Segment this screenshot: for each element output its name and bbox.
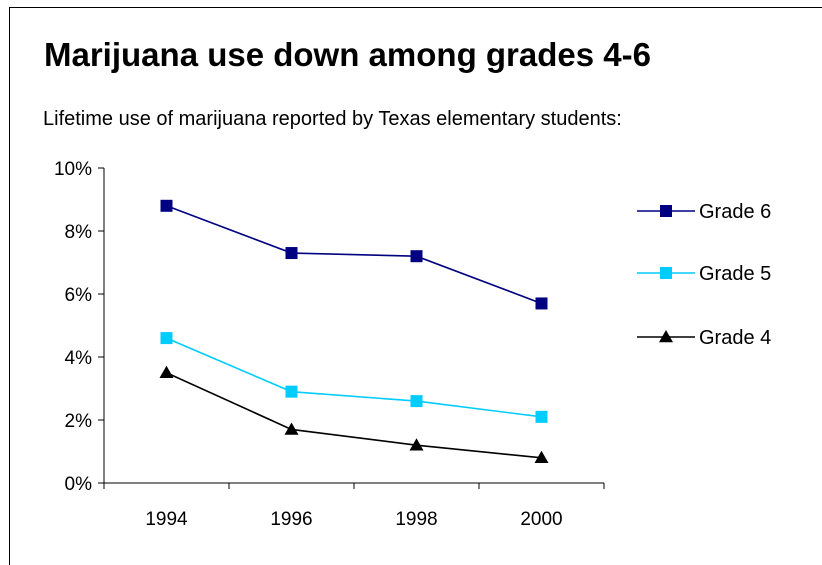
frame-top-border: [9, 7, 822, 8]
frame-left-border: [9, 7, 10, 565]
legend-marker-grade-6: [660, 205, 672, 217]
series-line-grade-6: [166, 205, 542, 305]
data-point-grade-6: [160, 199, 173, 212]
data-point-grade-4: [159, 365, 174, 378]
data-point-grade-4: [409, 438, 424, 451]
data-point-grade-6: [535, 297, 548, 310]
legend-label-grade-5: Grade 5: [699, 263, 771, 285]
chart-title: Marijuana use down among grades 4-6: [44, 36, 651, 73]
data-point-grade-5: [410, 395, 423, 408]
series-line-grade-4: [166, 372, 542, 459]
y-tick-label: 4%: [65, 348, 93, 369]
y-tick-label: 2%: [65, 411, 93, 432]
data-point-grade-5: [160, 332, 173, 345]
data-point-grade-4: [284, 422, 299, 435]
y-tick-label: 0%: [65, 474, 93, 495]
y-tick-label: 8%: [65, 222, 93, 243]
data-point-grade-5: [535, 410, 548, 423]
chart-subtitle: Lifetime use of marijuana reported by Te…: [43, 108, 622, 130]
data-point-grade-5: [285, 385, 298, 398]
series-line-grade-5: [166, 337, 542, 418]
legend-label-grade-6: Grade 6: [699, 201, 771, 223]
y-tick-label: 10%: [54, 159, 92, 180]
y-tick-label: 6%: [65, 285, 93, 306]
data-point-grade-6: [410, 250, 423, 263]
x-tick-label: 2000: [520, 509, 562, 530]
legend-marker-grade-5: [660, 267, 672, 279]
x-tick-label: 1996: [270, 509, 312, 530]
x-tick-label: 1998: [395, 509, 437, 530]
data-point-grade-6: [285, 247, 298, 260]
data-point-grade-4: [534, 450, 549, 464]
legend-marker-grade-4: [659, 330, 673, 343]
x-tick-label: 1994: [145, 509, 188, 530]
legend-label-grade-4: Grade 4: [699, 327, 771, 349]
